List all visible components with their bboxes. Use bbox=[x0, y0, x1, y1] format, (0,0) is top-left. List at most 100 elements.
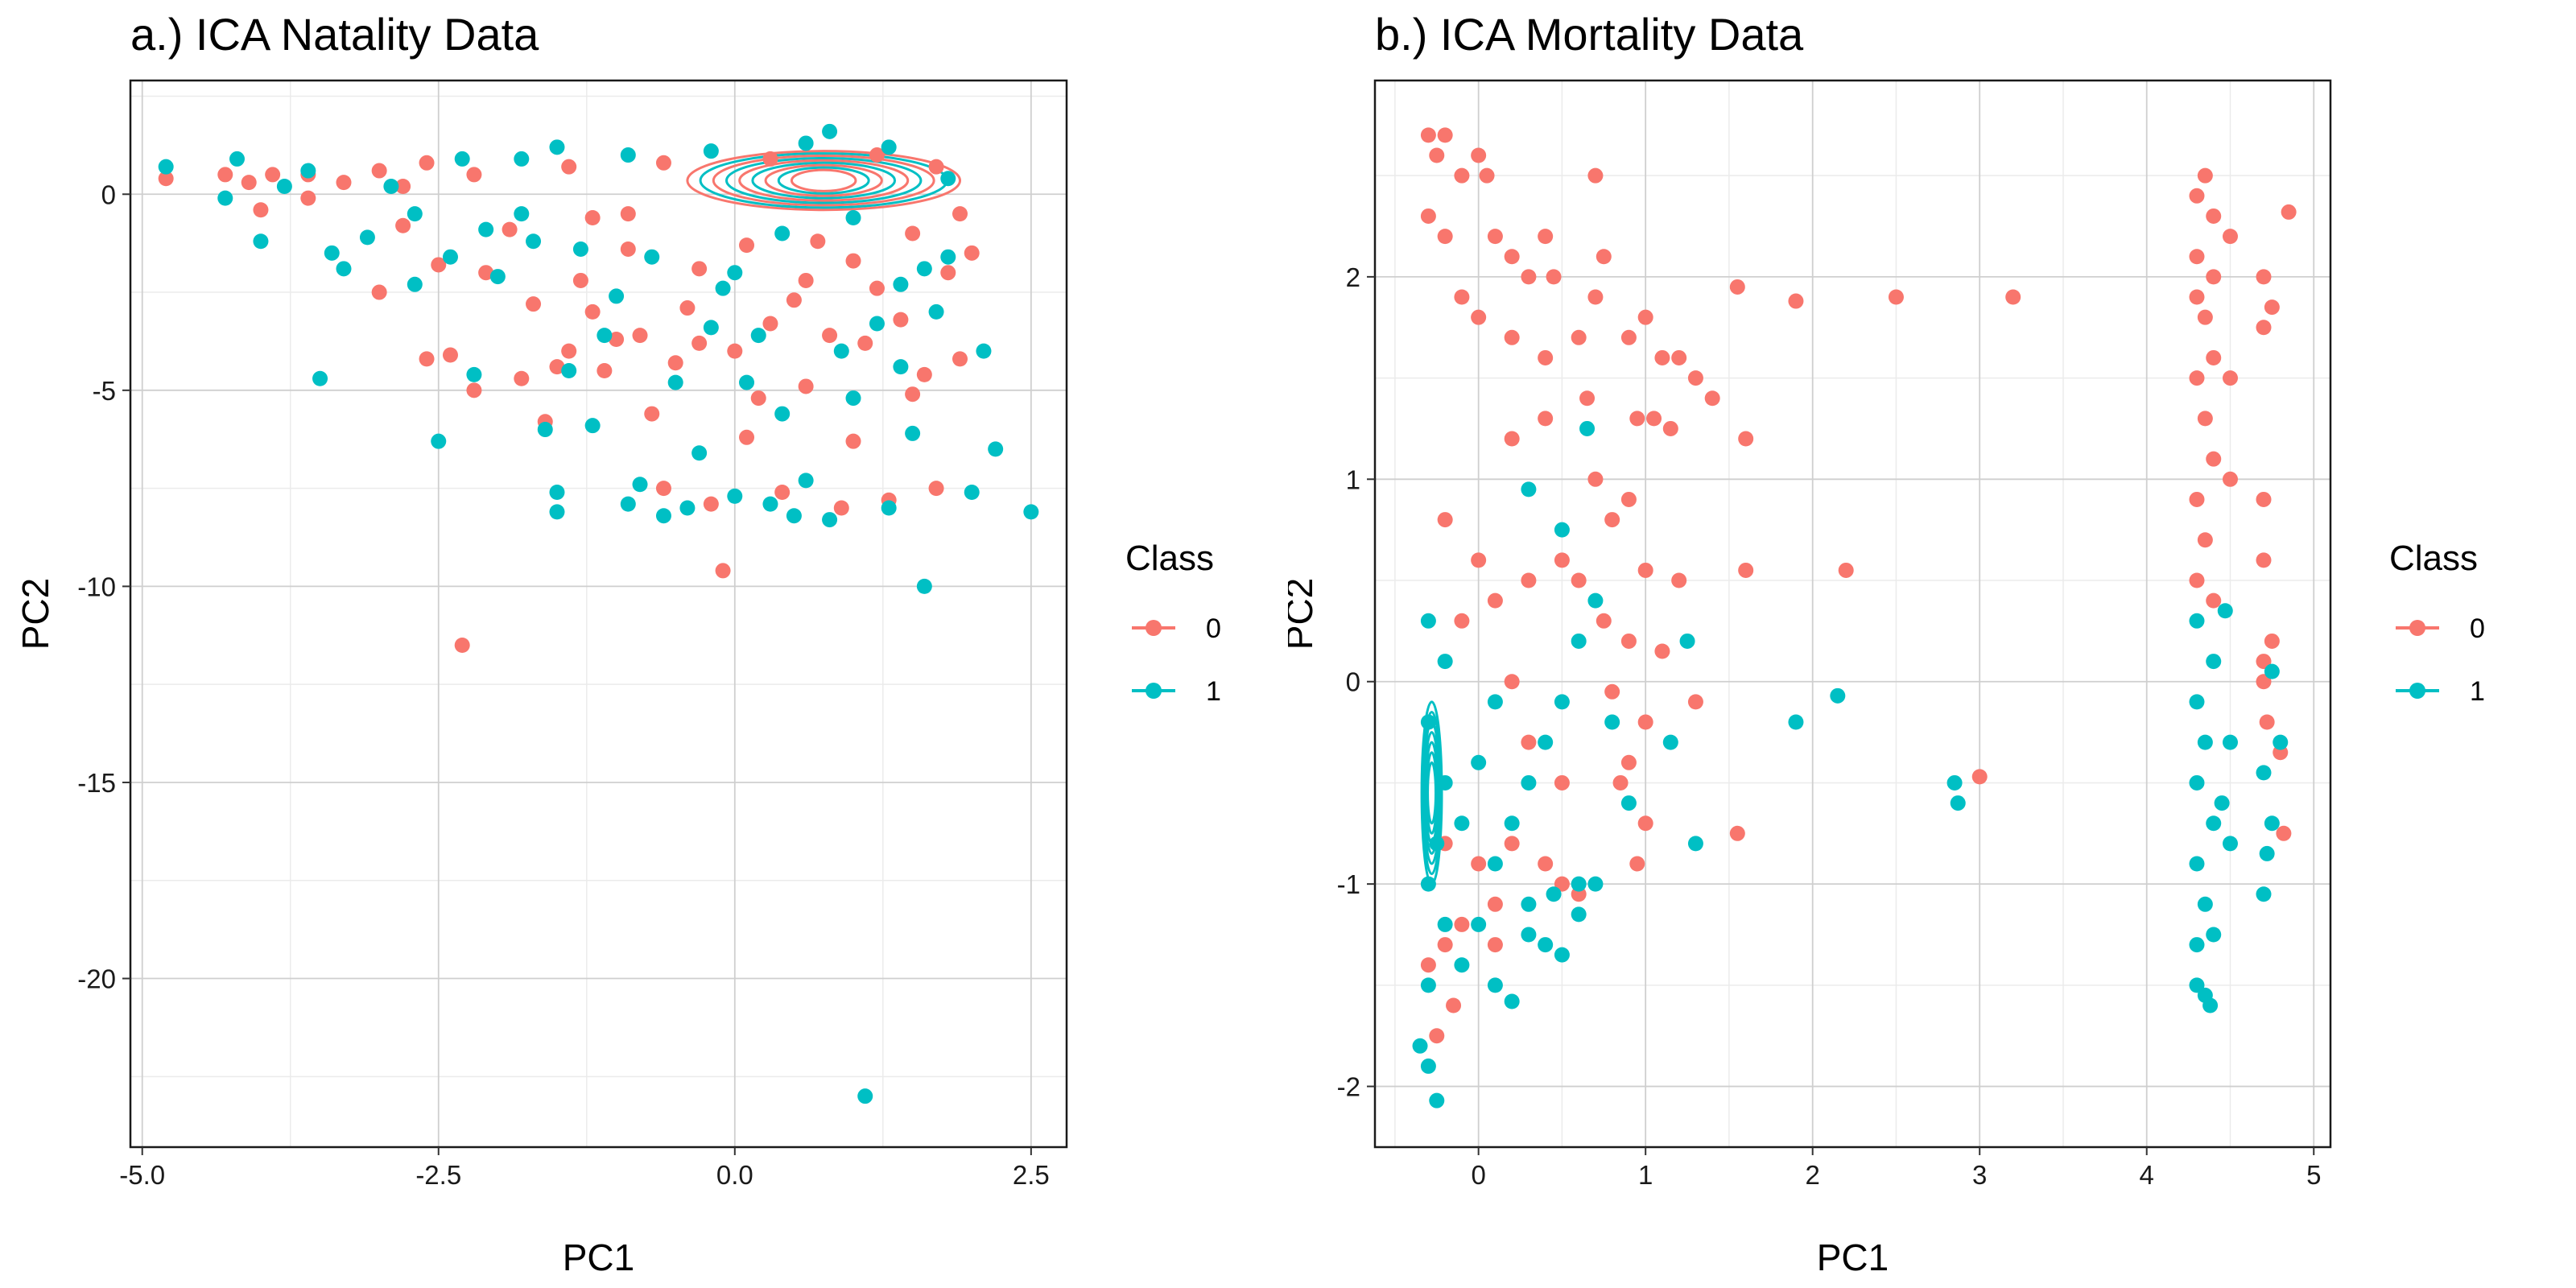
data-point bbox=[2256, 654, 2272, 670]
data-point bbox=[905, 386, 921, 402]
data-point bbox=[466, 366, 482, 382]
data-point bbox=[1420, 613, 1436, 629]
contour-ring bbox=[764, 163, 883, 197]
legend-key-point bbox=[2409, 620, 2425, 636]
data-point bbox=[893, 359, 909, 375]
data-point bbox=[2206, 815, 2222, 832]
data-point bbox=[952, 206, 968, 222]
data-point bbox=[2273, 734, 2289, 750]
data-point bbox=[2189, 613, 2205, 629]
data-point bbox=[2189, 937, 2205, 953]
data-point bbox=[1437, 916, 1453, 932]
major-gridlines bbox=[130, 80, 1067, 1147]
data-point bbox=[1888, 289, 1904, 305]
plot-border bbox=[1373, 79, 2332, 1149]
contour-ring bbox=[712, 155, 935, 207]
data-point bbox=[1454, 815, 1470, 832]
data-point bbox=[1538, 229, 1554, 245]
y-tick-label: -1 bbox=[1337, 869, 1360, 899]
data-point bbox=[964, 245, 980, 261]
data-point bbox=[1679, 633, 1695, 649]
data-point bbox=[881, 500, 897, 516]
data-point bbox=[265, 167, 281, 183]
data-point bbox=[1504, 329, 1520, 345]
data-point bbox=[1637, 714, 1653, 730]
data-point bbox=[2256, 886, 2272, 902]
data-point bbox=[1571, 329, 1587, 345]
data-point bbox=[810, 233, 826, 250]
x-tick-label: 3 bbox=[1972, 1160, 1987, 1190]
data-point bbox=[1437, 229, 1453, 245]
data-point bbox=[561, 362, 577, 378]
data-point bbox=[1738, 562, 1754, 578]
contour-ring bbox=[686, 150, 962, 212]
data-point bbox=[916, 366, 932, 382]
x-tick-label: 2.5 bbox=[1013, 1160, 1050, 1190]
y-tick-label: -20 bbox=[77, 964, 116, 994]
data-point bbox=[928, 481, 944, 497]
data-point bbox=[1471, 309, 1487, 325]
data-point bbox=[158, 171, 174, 187]
data-point bbox=[2256, 765, 2272, 781]
y-tick-label: 1 bbox=[1346, 464, 1360, 494]
data-point bbox=[1554, 522, 1570, 538]
data-point bbox=[845, 390, 861, 407]
major-gridlines bbox=[1375, 80, 2330, 1147]
x-tick-label: 1 bbox=[1638, 1160, 1653, 1190]
data-point bbox=[526, 233, 542, 250]
data-point bbox=[359, 229, 375, 246]
data-point bbox=[620, 241, 636, 257]
data-point bbox=[2189, 856, 2205, 872]
data-point bbox=[2197, 896, 2213, 912]
data-point bbox=[1479, 167, 1495, 184]
y-axis-label: PC2 bbox=[1288, 578, 1320, 650]
x-tick-label: -5.0 bbox=[119, 1160, 165, 1190]
data-point bbox=[1504, 815, 1520, 832]
data-point bbox=[703, 496, 719, 512]
data-point bbox=[964, 484, 980, 500]
data-point bbox=[1437, 127, 1453, 143]
data-point bbox=[1604, 512, 1620, 528]
data-point bbox=[253, 233, 269, 250]
data-point bbox=[1571, 572, 1587, 588]
minor-gridlines bbox=[1375, 80, 2330, 1147]
data-point bbox=[514, 151, 530, 167]
data-point bbox=[561, 343, 577, 359]
data-point bbox=[1538, 856, 1554, 872]
data-point bbox=[1838, 562, 1854, 578]
density-contours bbox=[686, 150, 962, 212]
data-point bbox=[655, 155, 671, 171]
data-point bbox=[454, 637, 470, 653]
series-0 bbox=[158, 147, 980, 653]
data-point bbox=[1671, 572, 1687, 588]
data-point bbox=[1487, 977, 1503, 993]
data-point bbox=[869, 316, 885, 332]
data-point bbox=[597, 362, 613, 378]
data-point bbox=[2214, 795, 2230, 811]
data-point bbox=[2256, 491, 2272, 507]
legend-entry-label: 1 bbox=[2470, 676, 2485, 707]
data-point bbox=[2197, 309, 2213, 325]
data-point bbox=[1538, 937, 1554, 953]
data-point bbox=[679, 500, 696, 516]
data-point bbox=[1637, 815, 1653, 832]
data-point bbox=[905, 225, 921, 242]
data-point bbox=[2189, 289, 2205, 305]
data-point bbox=[1420, 127, 1436, 143]
data-point bbox=[454, 151, 470, 167]
data-point bbox=[869, 147, 885, 163]
data-point bbox=[822, 328, 838, 344]
data-point bbox=[609, 288, 625, 304]
data-point bbox=[620, 147, 636, 163]
data-point bbox=[431, 433, 447, 449]
data-point bbox=[1629, 411, 1645, 427]
data-point bbox=[1521, 734, 1537, 750]
data-point bbox=[2264, 815, 2280, 832]
data-point bbox=[1788, 714, 1804, 730]
legend-entry-label: 1 bbox=[1206, 676, 1221, 707]
data-point bbox=[1579, 390, 1596, 407]
series-1 bbox=[1412, 420, 2289, 1108]
data-point bbox=[739, 429, 755, 445]
data-point bbox=[822, 512, 838, 528]
data-point bbox=[2206, 592, 2222, 609]
